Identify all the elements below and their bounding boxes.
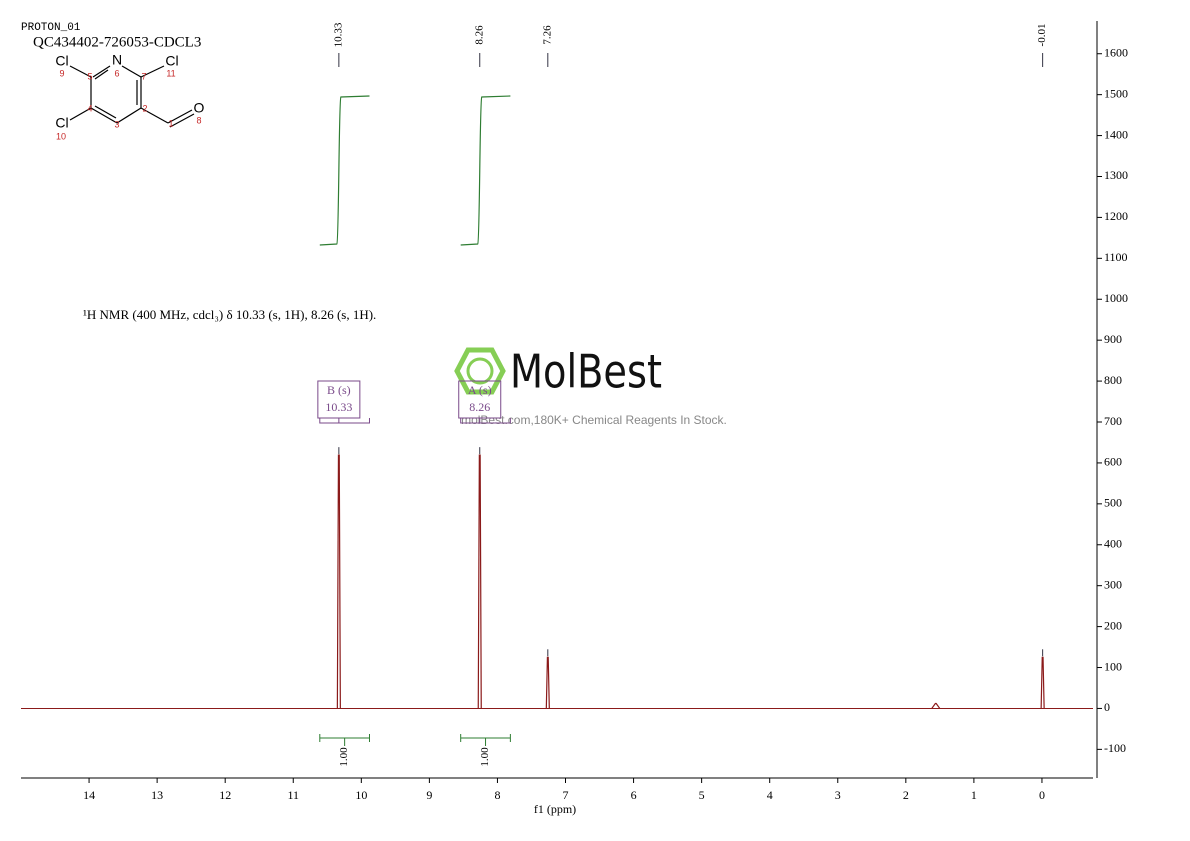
atom-number: 11 [166,68,175,78]
x-tick-label: 1 [971,788,977,802]
integral-curve [460,95,511,246]
peak [931,702,941,709]
x-tick-label: 11 [287,788,299,802]
multiplet-range [460,418,511,424]
atom-number: 4 [87,103,92,113]
integral-label: 1.00 [338,747,350,767]
integral-bracket [460,734,511,746]
peak [336,454,341,709]
y-tick-label: 1400 [1104,127,1128,141]
x-tick-label: 3 [835,788,841,802]
y-tick-label: 0 [1104,700,1110,714]
atom-number: 7 [141,71,146,81]
header-line2: QC434402-726053-CDCL3 [33,34,201,50]
y-tick-label: 1000 [1104,291,1128,305]
description: ¹H NMR (400 MHz, cdcl₃) δ 10.33 (s, 1H),… [83,307,376,322]
multiplet-name: A (s) [468,383,492,397]
header-line1: PROTON_01 [21,22,81,34]
atom: O [194,100,205,116]
watermark-tagline: molBest.com,180K+ Chemical Reagents In S… [461,413,727,427]
y-tick-label: 1200 [1104,209,1128,223]
atom-number: 8 [196,115,201,125]
peak-label: 10.33 [332,22,344,47]
multiplet-name: B (s) [327,383,351,397]
integral-curve [319,95,370,246]
atom: Cl [55,115,68,131]
x-tick-label: 0 [1039,788,1045,802]
y-tick-label: 700 [1104,414,1122,428]
atom-number: 9 [59,68,64,78]
x-tick-label: 9 [426,788,432,802]
peak-label: 8.26 [473,25,485,45]
x-axis-label: f1 (ppm) [534,802,576,816]
y-tick-label: 1500 [1104,86,1128,100]
atom: Cl [165,53,178,69]
atom: N [112,52,122,68]
multiplet-range [319,418,370,424]
integral-bracket [319,734,370,746]
atom-number: 5 [87,71,92,81]
x-tick-label: 2 [903,788,909,802]
atom: Cl [55,53,68,69]
molecule [69,65,195,128]
y-tick-label: 1300 [1104,168,1128,182]
y-tick-label: 800 [1104,373,1122,387]
y-tick-label: 500 [1104,496,1122,510]
x-tick-label: 6 [631,788,637,802]
x-tick-label: 8 [494,788,500,802]
multiplet-shift: 10.33 [325,400,352,414]
y-tick-label: 1100 [1104,250,1128,264]
atom-number: 2 [142,103,147,113]
watermark-logo [454,347,506,395]
x-tick-label: 10 [355,788,367,802]
y-tick-label: 200 [1104,618,1122,632]
atom-number: 6 [114,68,119,78]
y-tick-label: 1600 [1104,45,1128,59]
x-tick-label: 4 [767,788,773,802]
peak [545,656,550,709]
watermark-brand: MolBest [510,345,662,399]
x-tick-label: 13 [151,788,163,802]
peak-label: -0.01 [1036,24,1048,47]
y-tick-label: 300 [1104,577,1122,591]
y-tick-label: 400 [1104,537,1122,551]
x-tick-label: 14 [83,788,95,802]
atom-number: 3 [114,119,119,129]
x-tick-label: 12 [219,788,231,802]
y-tick-label: 900 [1104,332,1122,346]
multiplet-shift: 8.26 [469,400,490,414]
x-tick-label: 5 [699,788,705,802]
y-tick-label: 100 [1104,659,1122,673]
x-tick-label: 7 [563,788,569,802]
atom-number: 1 [168,118,173,128]
peak [1040,656,1045,709]
integral-label: 1.00 [479,747,491,767]
y-tick-label: 600 [1104,455,1122,469]
peak-label: 7.26 [541,25,553,45]
peak [477,454,482,709]
atom-number: 10 [56,131,66,141]
y-tick-label: -100 [1104,741,1126,755]
